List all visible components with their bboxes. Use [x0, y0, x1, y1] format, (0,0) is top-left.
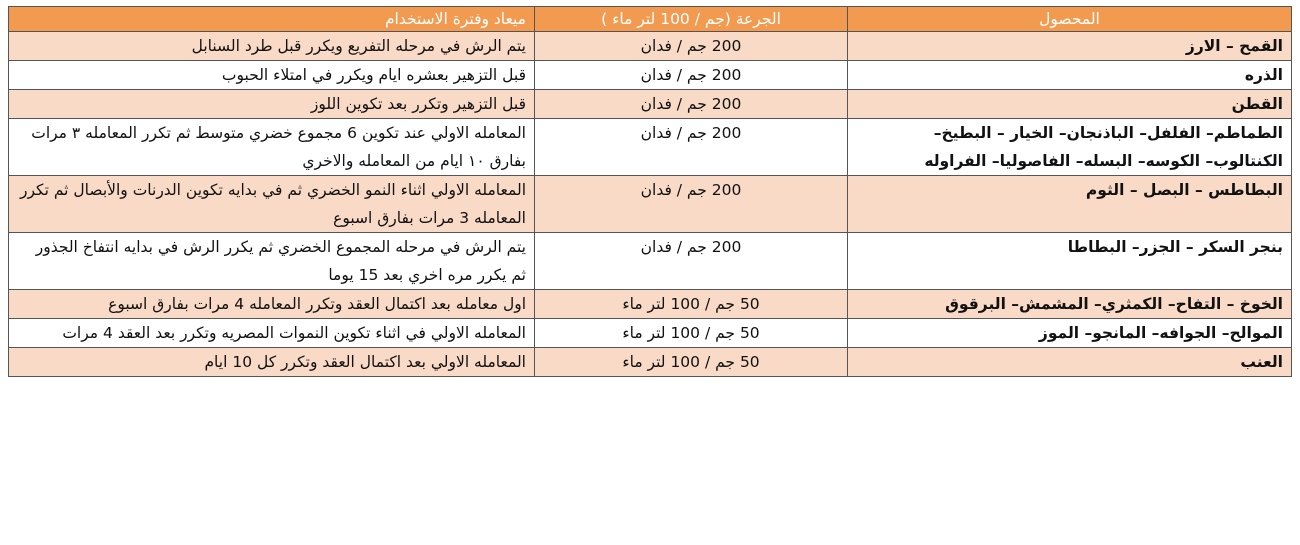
table-cell: قبل التزهير بعشره ايام ويكرر في امتلاء ا… — [8, 60, 535, 90]
table-cell: الطماطم– الفلفل– الباذنجان– الخيار – الب… — [847, 118, 1292, 176]
table-cell: 200 جم / فدان — [534, 232, 848, 290]
table-row: القطن 200 جم / فدان قبل التزهير وتكرر بعد … — [8, 89, 1292, 119]
table-row: الخوخ – التفاح– الكمثري– المشمش– البرقوق… — [8, 289, 1292, 319]
table-cell: القمح – الارز — [847, 31, 1292, 61]
table-cell: الذره — [847, 60, 1292, 90]
header-cell: المحصول — [847, 6, 1292, 32]
table-row: الموالح– الجوافه– المانجو– الموز 50 جم / … — [8, 318, 1292, 348]
table-cell: المعامله الاولي بعد اكتمال العقد وتكرر ك… — [8, 347, 535, 377]
table-cell: الخوخ – التفاح– الكمثري– المشمش– البرقوق — [847, 289, 1292, 319]
table-cell: العنب — [847, 347, 1292, 377]
table-cell: قبل التزهير وتكرر بعد تكوين اللوز — [8, 89, 535, 119]
table-cell: 50 جم / 100 لتر ماء — [534, 318, 848, 348]
header-row: المحصول الجرعة (جم / 100 لتر ماء ) ميعاد و… — [8, 6, 1292, 32]
table-cell: يتم الرش في مرحله المجموع الخضري ثم يكرر… — [8, 232, 535, 290]
table-cell: 200 جم / فدان — [534, 118, 848, 176]
table-cell: يتم الرش في مرحله التفريع ويكرر قبل طرد … — [8, 31, 535, 61]
table-row: القمح – الارز 200 جم / فدان يتم الرش في مر… — [8, 31, 1292, 61]
table-cell: 200 جم / فدان — [534, 60, 848, 90]
table-cell: المعامله الاولي اثناء النمو الخضري ثم في… — [8, 175, 535, 233]
table-row: البطاطس – البصل – الثوم 200 جم / فدان المع… — [8, 175, 1292, 233]
table-cell: بنجر السكر – الجزر– البطاطا — [847, 232, 1292, 290]
table-cell: الموالح– الجوافه– المانجو– الموز — [847, 318, 1292, 348]
table-cell: اول معامله بعد اكتمال العقد وتكرر المعام… — [8, 289, 535, 319]
table-cell: المعامله الاولي في اثناء تكوين النموات ا… — [8, 318, 535, 348]
header-cell: ميعاد وفترة الاستخدام — [8, 6, 535, 32]
table-cell: البطاطس – البصل – الثوم — [847, 175, 1292, 233]
table-row: بنجر السكر – الجزر– البطاطا 200 جم / فدان… — [8, 232, 1292, 290]
table-cell: القطن — [847, 89, 1292, 119]
table-cell: 50 جم / 100 لتر ماء — [534, 289, 848, 319]
table-cell: المعامله الاولي عند تكوين 6 مجموع خضري م… — [8, 118, 535, 176]
table-cell: 50 جم / 100 لتر ماء — [534, 347, 848, 377]
table-cell: 200 جم / فدان — [534, 31, 848, 61]
table-body: القمح – الارز 200 جم / فدان يتم الرش في مر… — [8, 31, 1292, 377]
table-row: الذره 200 جم / فدان قبل التزهير بعشره ايام… — [8, 60, 1292, 90]
dosage-table: المحصول الجرعة (جم / 100 لتر ماء ) ميعاد و… — [8, 6, 1292, 377]
table-cell: 200 جم / فدان — [534, 175, 848, 233]
table-row: العنب 50 جم / 100 لتر ماء المعامله الاولي … — [8, 347, 1292, 377]
header-cell: الجرعة (جم / 100 لتر ماء ) — [534, 6, 848, 32]
table-cell: 200 جم / فدان — [534, 89, 848, 119]
table-row: الطماطم– الفلفل– الباذنجان– الخيار – الب… — [8, 118, 1292, 176]
